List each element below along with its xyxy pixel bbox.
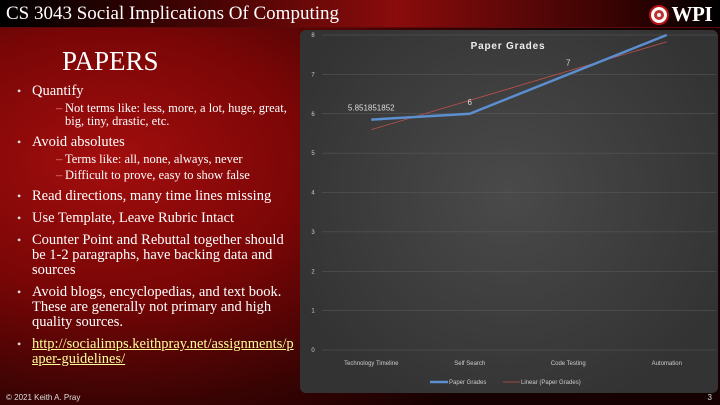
paper-grades-chart: 0 1 2 3 4 5 6 7 8 Technology Timeline Self Search C…	[300, 30, 718, 393]
bullet-text: Read directions, many time lines missing	[32, 188, 272, 204]
bullet-text: Avoid absolutes	[32, 134, 125, 150]
bullet-item: Avoid absolutes Terms like: all, none, al…	[8, 134, 300, 183]
series-line-paper-grades	[371, 33, 668, 121]
header-bar: CS 3043 Social Implications Of Computing…	[0, 0, 720, 28]
data-label: 5.851851852	[348, 104, 395, 113]
sub-bullet: Terms like: all, none, always, never	[32, 153, 300, 167]
data-label: 6	[468, 98, 473, 107]
y-tick-label: 5	[311, 151, 315, 157]
legend-label: Linear (Paper Grades)	[521, 380, 581, 386]
logo-text: WPI	[671, 2, 713, 26]
bullet-text: Avoid blogs, encyclopedias, and text boo…	[32, 284, 282, 330]
bullet-item-link: http://socialimps.keithpray.net/assignme…	[8, 337, 300, 367]
page-number: 3	[707, 393, 712, 402]
y-tick-label: 3	[311, 230, 315, 236]
y-tick-label: 4	[311, 191, 315, 197]
chart-title: Paper Grades	[471, 41, 546, 52]
bullet-item: Read directions, many time lines missing	[8, 188, 300, 205]
bullet-item: Avoid blogs, encyclopedias, and text boo…	[8, 285, 300, 330]
x-tick-label: Code Testing	[551, 361, 586, 367]
trendline	[371, 41, 667, 131]
data-label: 7	[566, 58, 571, 67]
legend-label: Paper Grades	[449, 380, 486, 386]
y-tick-label: 1	[311, 309, 315, 315]
y-tick-label: 0	[311, 348, 315, 354]
chart-svg: 0 1 2 3 4 5 6 7 8 Technology Timeline Self Search C…	[311, 33, 716, 386]
y-tick-label: 7	[311, 72, 315, 78]
sub-bullet: Not terms like: less, more, a lot, huge,…	[32, 102, 300, 128]
sub-bullet: Difficult to prove, easy to show false	[32, 169, 300, 183]
slide-title: PAPERS	[62, 46, 159, 76]
x-tick-label: Automation	[652, 361, 682, 367]
x-tick-label: Technology Timeline	[344, 361, 399, 367]
x-tick-label: Self Search	[454, 361, 485, 367]
seal-icon	[648, 4, 669, 25]
bullet-item: Use Template, Leave Rubric Intact	[8, 210, 300, 227]
y-tick-label: 8	[311, 33, 315, 39]
y-tick-label: 6	[311, 112, 315, 118]
bullet-text: Use Template, Leave Rubric Intact	[32, 210, 235, 226]
bullet-item: Counter Point and Rebuttal together shou…	[8, 233, 300, 278]
bullet-item: Quantify Not terms like: less, more, a lo…	[8, 84, 300, 128]
bullet-text: Counter Point and Rebuttal together shou…	[32, 232, 284, 278]
course-title: CS 3043 Social Implications Of Computing	[6, 3, 340, 24]
wpi-logo: WPI	[648, 2, 713, 27]
y-tick-label: 2	[311, 269, 315, 275]
guidelines-link[interactable]: http://socialimps.keithpray.net/assignme…	[32, 336, 294, 367]
bullet-text: Quantify	[32, 83, 84, 99]
bullet-list: Quantify Not terms like: less, more, a lo…	[8, 84, 300, 374]
copyright: © 2021 Keith A. Pray	[6, 393, 81, 402]
